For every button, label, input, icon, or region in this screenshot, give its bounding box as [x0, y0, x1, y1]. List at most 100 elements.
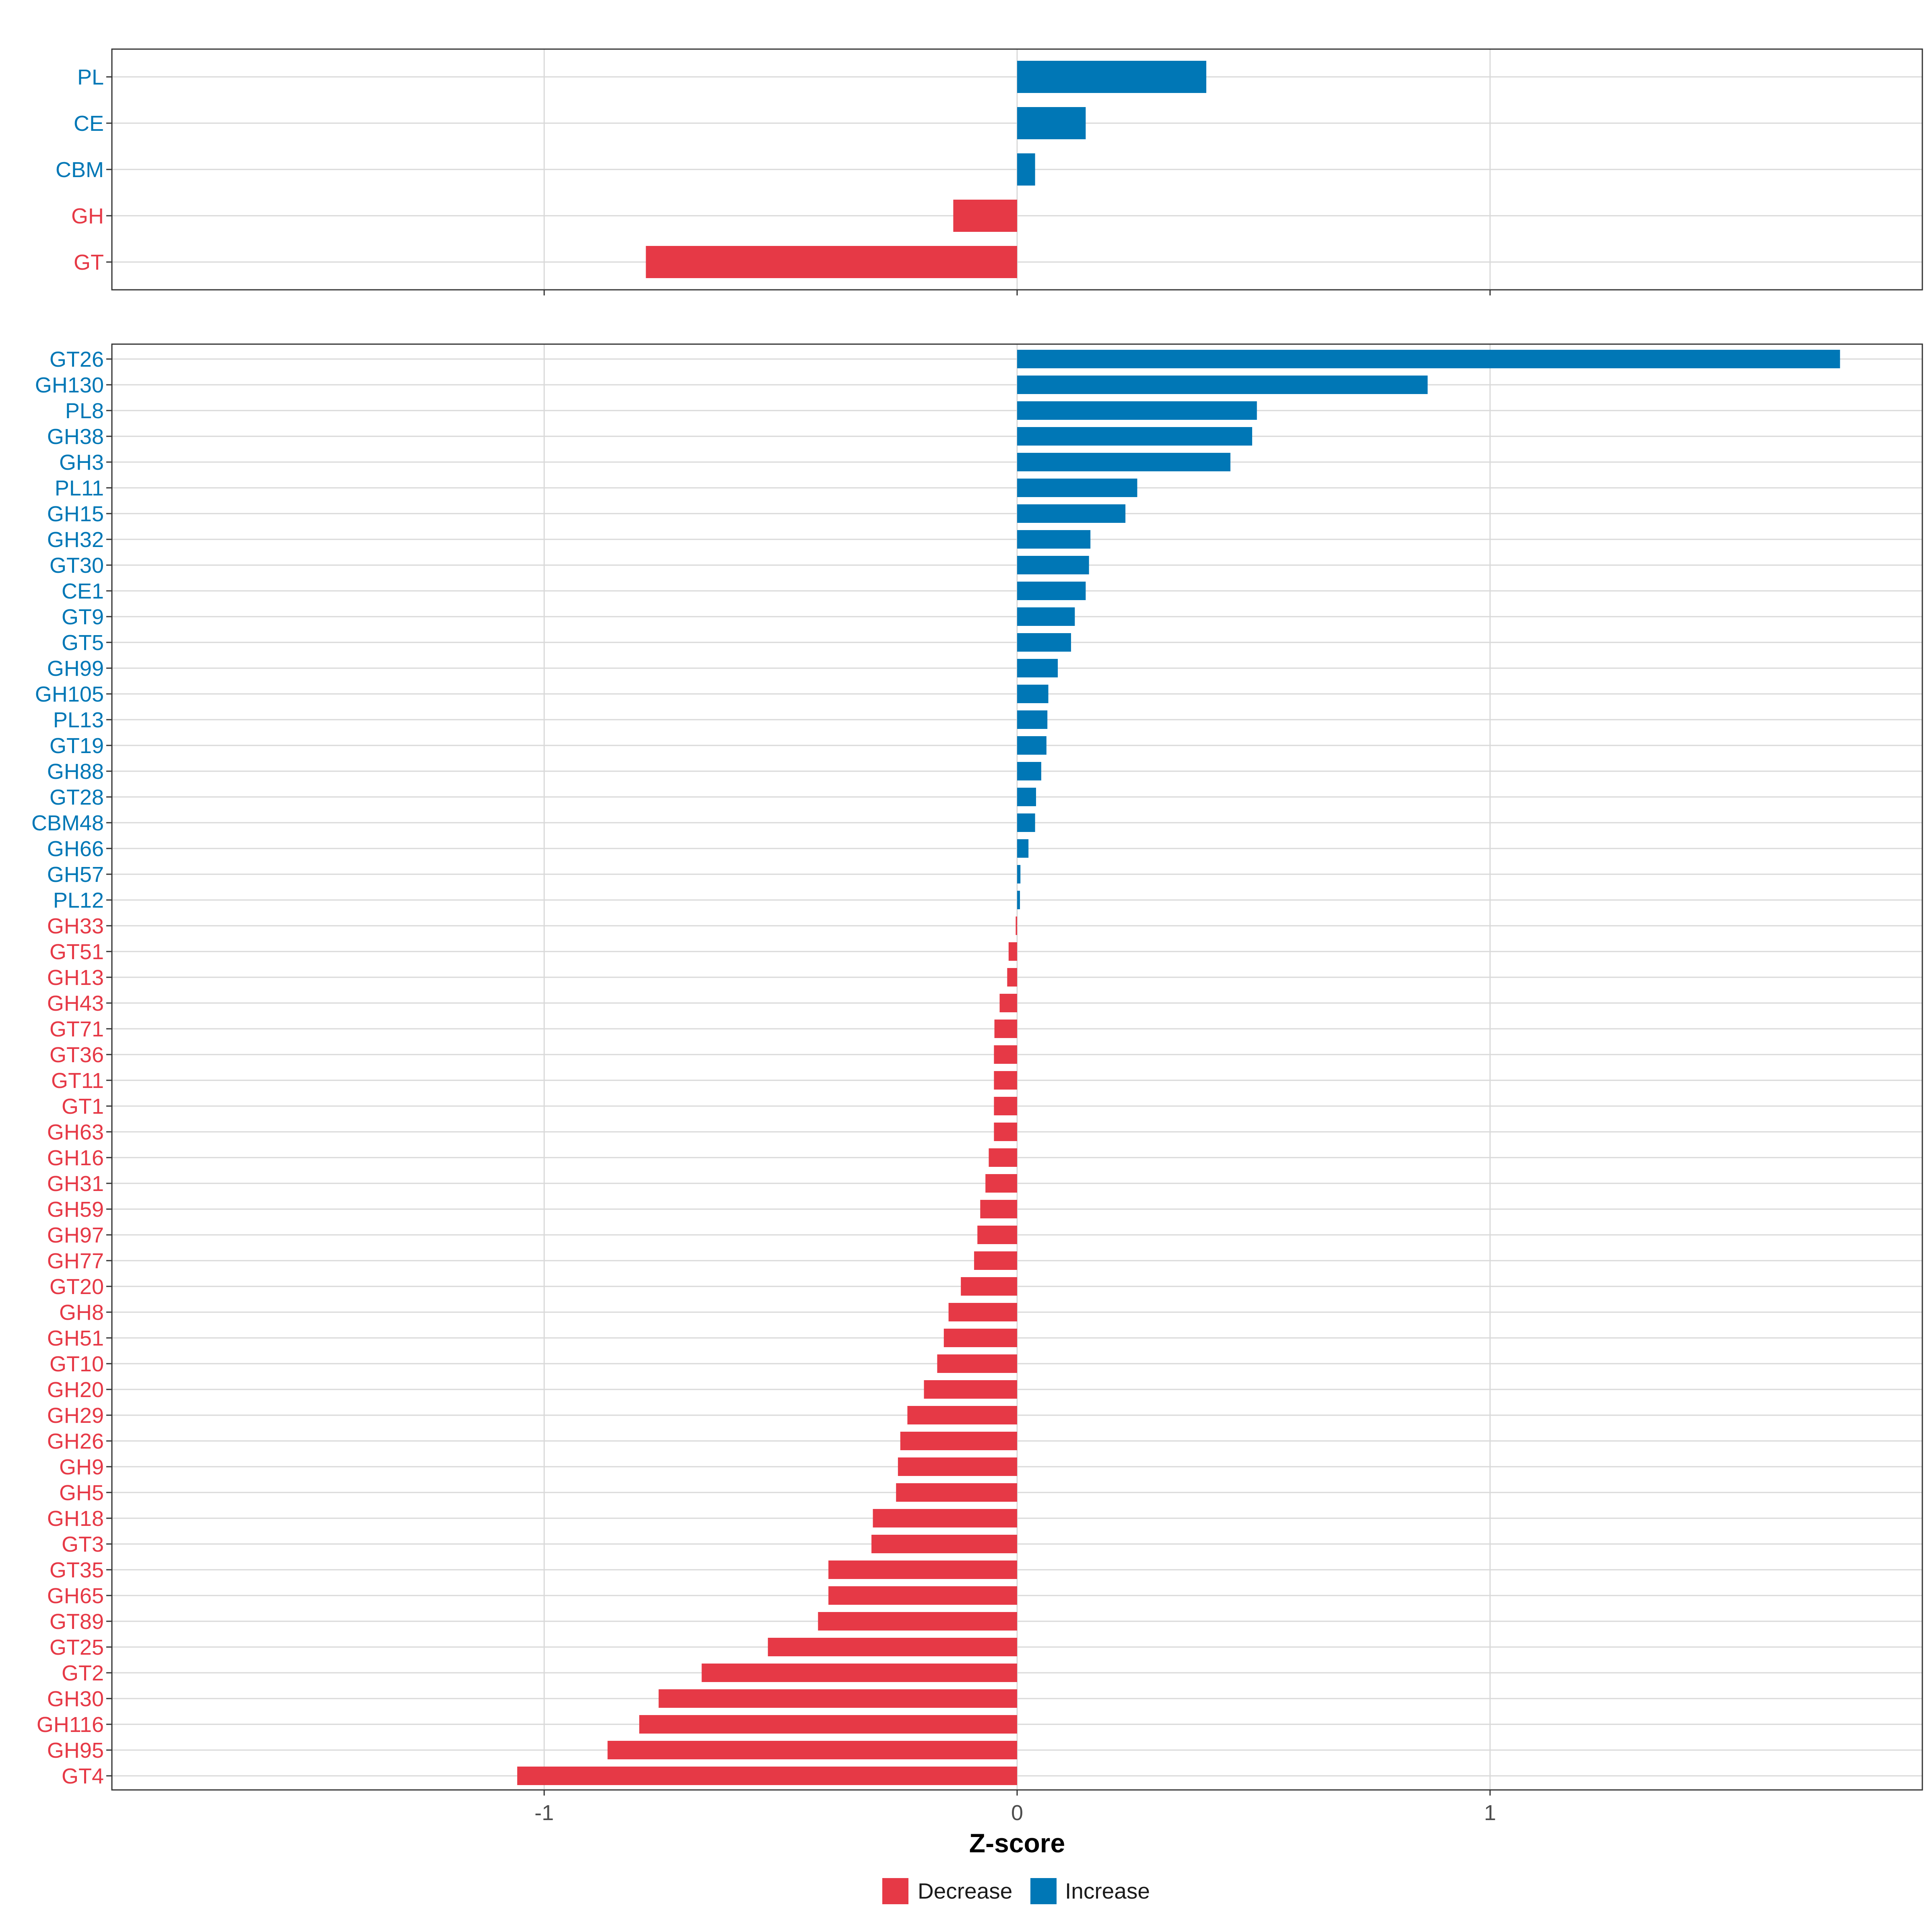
family-label-gh88: GH88: [47, 760, 104, 784]
family-bar-pl13: [1017, 710, 1048, 729]
x-tick-label-0: -1: [535, 1801, 554, 1825]
family-label-pl12: PL12: [53, 888, 104, 912]
family-bar-gh63: [994, 1123, 1017, 1141]
family-label-gh32: GH32: [47, 528, 104, 552]
family-bar-pl8: [1017, 401, 1257, 420]
family-bar-gh99: [1017, 659, 1058, 677]
class-label-gh: GH: [71, 204, 104, 228]
family-label-gh30: GH30: [47, 1687, 104, 1711]
family-bar-gh116: [639, 1715, 1017, 1734]
family-bar-gt25: [768, 1638, 1017, 1656]
family-bar-gt30: [1017, 556, 1089, 574]
family-label-gt26: GT26: [50, 347, 104, 372]
family-bar-gh66: [1017, 839, 1029, 858]
family-label-gt36: GT36: [50, 1043, 104, 1067]
family-label-gh97: GH97: [47, 1223, 104, 1247]
family-label-gh26: GH26: [47, 1429, 104, 1453]
family-bar-gh15: [1017, 504, 1126, 523]
family-bar-gt51: [1008, 942, 1017, 961]
family-bar-gt28: [1017, 788, 1036, 806]
family-label-gh66: GH66: [47, 837, 104, 861]
legend: Decrease Increase: [882, 1878, 1150, 1904]
family-label-gh77: GH77: [47, 1249, 104, 1273]
x-axis: -1 0 1: [535, 1801, 1496, 1825]
family-bar-gh130: [1017, 376, 1428, 394]
family-bar-gt71: [994, 1020, 1017, 1038]
family-bar-gh57: [1017, 865, 1021, 883]
family-label-gh38: GH38: [47, 425, 104, 449]
legend-key-decrease: [882, 1878, 908, 1904]
family-bar-gh32: [1017, 530, 1091, 549]
family-label-pl11: PL11: [55, 476, 104, 500]
class-label-cbm: CBM: [56, 158, 104, 182]
family-bar-gh5: [896, 1483, 1017, 1502]
family-bar-gh8: [948, 1303, 1017, 1321]
class-label-ce: CE: [74, 111, 104, 136]
family-bar-gh105: [1017, 685, 1049, 703]
family-bar-gt5: [1017, 633, 1071, 652]
legend-label-decrease: Decrease: [918, 1878, 1012, 1903]
x-tick-label-1: 0: [1011, 1801, 1023, 1825]
family-bar-gh88: [1017, 762, 1041, 780]
family-label-gh15: GH15: [47, 502, 104, 526]
family-label-gt2: GT2: [62, 1661, 104, 1685]
x-axis-title: Z-score: [969, 1828, 1065, 1858]
family-bar-gh38: [1017, 427, 1252, 446]
family-label-gt71: GT71: [50, 1017, 104, 1041]
family-bar-gh31: [985, 1174, 1017, 1193]
class-label-pl: PL: [77, 65, 104, 89]
class-bar-ce: [1017, 107, 1086, 139]
family-label-pl13: PL13: [53, 708, 104, 732]
family-label-gh51: GH51: [47, 1326, 104, 1350]
family-label-gh13: GH13: [47, 966, 104, 990]
class-label-gt: GT: [74, 250, 104, 275]
class-bar-gh: [953, 200, 1017, 232]
family-label-gt1: GT1: [62, 1094, 104, 1119]
family-bar-gh43: [999, 994, 1017, 1012]
family-bar-gt19: [1017, 736, 1046, 755]
family-label-gt19: GT19: [50, 734, 104, 758]
family-bar-gh13: [1007, 968, 1017, 987]
family-bar-gh30: [658, 1689, 1017, 1708]
family-bar-gt2: [702, 1664, 1017, 1682]
family-label-gh130: GH130: [35, 373, 104, 397]
class-bar-pl: [1017, 61, 1206, 93]
family-label-gh105: GH105: [35, 682, 104, 706]
family-bar-gh51: [943, 1329, 1017, 1347]
class-panel: PL CE CBM GH GT: [56, 48, 1923, 295]
family-label-gt25: GT25: [50, 1635, 104, 1660]
family-bar-gh65: [828, 1586, 1017, 1605]
family-label-gh5: GH5: [59, 1481, 104, 1505]
family-label-gt35: GT35: [50, 1558, 104, 1582]
family-label-pl8: PL8: [65, 399, 104, 423]
family-bar-gt11: [994, 1071, 1017, 1090]
family-bar-gh95: [607, 1741, 1017, 1759]
family-label-gh59: GH59: [47, 1197, 104, 1222]
family-label-gh99: GH99: [47, 656, 104, 681]
family-label-gh57: GH57: [47, 863, 104, 887]
class-bar-cbm: [1017, 153, 1035, 186]
family-panel: GT26GH130PL8GH38GH3PL11GH15GH32GT30CE1GT…: [31, 343, 1923, 1796]
family-bar-pl11: [1017, 479, 1137, 497]
family-label-gt51: GT51: [50, 940, 104, 964]
legend-label-increase: Increase: [1065, 1878, 1150, 1903]
family-bar-gt36: [994, 1045, 1017, 1064]
family-label-gh20: GH20: [47, 1378, 104, 1402]
family-label-gh116: GH116: [37, 1713, 104, 1737]
x-tick-label-2: 1: [1484, 1801, 1496, 1825]
family-label-ce1: CE1: [62, 579, 104, 603]
family-bar-gh59: [980, 1200, 1017, 1218]
family-label-gt3: GT3: [62, 1532, 104, 1556]
family-label-gh31: GH31: [47, 1172, 104, 1196]
family-bar-gt89: [818, 1612, 1017, 1631]
family-label-gh65: GH65: [47, 1584, 104, 1608]
family-bar-gh16: [989, 1148, 1017, 1167]
family-label-gh3: GH3: [59, 450, 104, 475]
family-label-gh16: GH16: [47, 1146, 104, 1170]
family-label-gh29: GH29: [47, 1404, 104, 1428]
family-bar-gh9: [898, 1457, 1017, 1476]
legend-key-increase: [1030, 1878, 1057, 1904]
family-bar-gt35: [828, 1560, 1017, 1579]
